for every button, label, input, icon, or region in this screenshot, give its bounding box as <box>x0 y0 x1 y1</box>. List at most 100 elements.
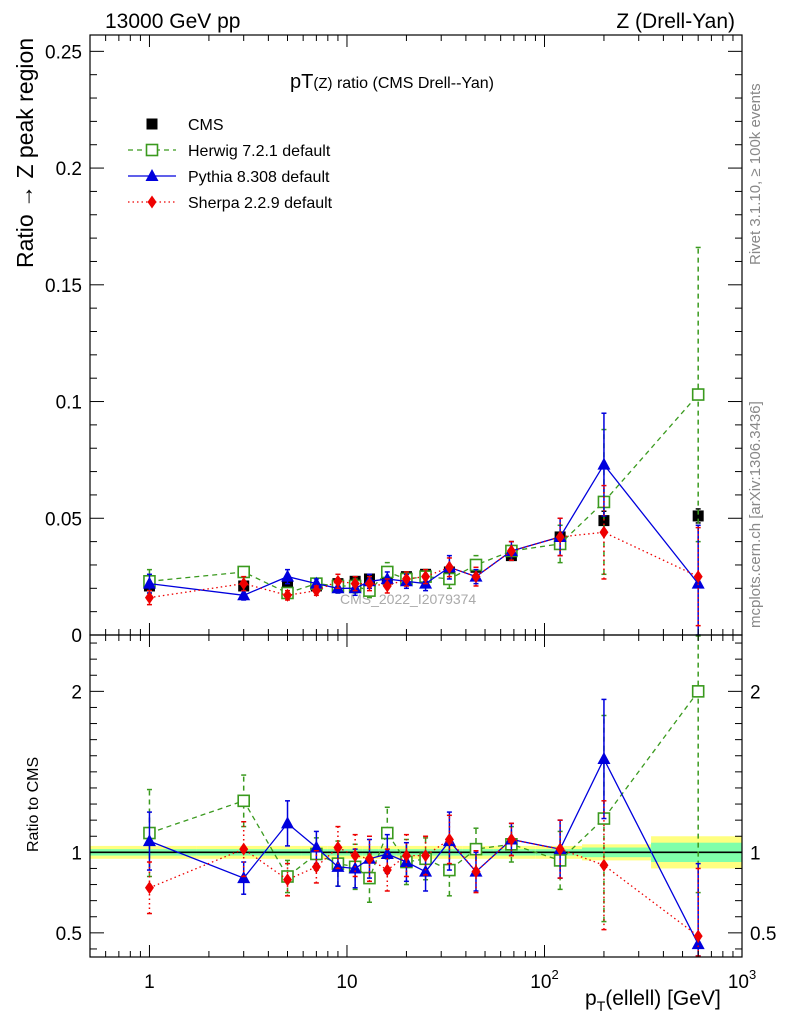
ratio-sherpa-marker <box>144 881 154 895</box>
ratio-sherpa-marker <box>555 842 565 856</box>
ratio-sherpa-marker <box>350 849 360 863</box>
ratio-sherpa-marker <box>283 873 293 887</box>
ratio-y-tick-label: 2 <box>71 682 82 703</box>
xlabel-sub: T <box>597 998 606 1014</box>
ratio-sherpa-marker <box>444 832 454 846</box>
ratio-herwig-marker <box>237 794 250 808</box>
title-rest: ratio (CMS Drell--Yan) <box>333 75 495 92</box>
main-plot-title: pT(Z) ratio (CMS Drell--Yan) <box>290 71 494 93</box>
main-y-axis-title: Ratio → Z peak region <box>12 38 38 268</box>
ratio-sherpa-marker <box>401 849 411 863</box>
legend-label-pythia: Pythia 8.308 default <box>188 169 330 186</box>
ratio-sherpa-marker <box>382 863 392 877</box>
x-tick-label-base: 1 <box>144 972 155 993</box>
x-axis-title: pT(ellell) [GeV] <box>585 987 721 1014</box>
main-herwig-marker <box>691 388 705 401</box>
x-tick-label: 10 <box>336 972 357 993</box>
main-sherpa-marker <box>333 574 343 588</box>
main-sherpa-marker <box>599 525 609 539</box>
main-pythia-marker <box>281 569 295 582</box>
ratio-frame <box>89 634 743 958</box>
main-y-tick-label: 0.05 <box>45 509 82 530</box>
x-tick-label: 103 <box>728 967 756 993</box>
main-sherpa-marker <box>401 572 411 586</box>
ratio-sherpa-marker <box>599 858 609 872</box>
ratio-y-tick-label: 0.5 <box>56 924 82 945</box>
main-pythia-marker <box>142 576 156 589</box>
ratio-sherpa-marker <box>333 841 343 855</box>
main-y-tick-label: 0.1 <box>56 393 82 414</box>
main-sherpa-marker <box>350 577 360 591</box>
legend-label-sherpa: Sherpa 2.2.9 default <box>188 195 333 212</box>
ratio-herwig-series <box>143 635 705 923</box>
ratio-pythia-marker <box>597 751 611 764</box>
ratio-herwig-marker <box>691 685 705 698</box>
ratio-y-tick-label-right: 0.5 <box>750 924 776 945</box>
main-herwig-line <box>149 394 699 594</box>
main-y-tick-label: 0.15 <box>45 276 82 297</box>
ratio-pythia-marker <box>281 816 295 829</box>
main-cms-marker <box>598 515 610 527</box>
main-sherpa-marker <box>471 570 481 584</box>
legend-marker-sherpa <box>147 195 157 209</box>
main-sherpa-marker <box>506 544 516 558</box>
main-sherpa-line <box>149 531 699 599</box>
ratio-pythia-marker <box>331 859 345 872</box>
legend-label-cms: CMS <box>188 117 224 134</box>
ratio-y-axis-title: Ratio to CMS <box>25 757 42 852</box>
x-tick-label: 102 <box>530 967 558 993</box>
analysis-watermark: CMS_2022_I2079374 <box>340 591 476 607</box>
ratio-sherpa-marker <box>471 865 481 879</box>
main-herwig-series <box>143 246 705 600</box>
main-sherpa-marker <box>239 577 249 591</box>
ratio-y-tick-label-right: 2 <box>750 682 761 703</box>
header-energy-label: 13000 GeV pp <box>105 10 240 33</box>
main-sherpa-marker <box>283 588 293 602</box>
x-tick-label-exponent: 3 <box>749 967 756 982</box>
rivet-version-label: Rivet 3.1.10, ≥ 100k events <box>747 83 764 265</box>
legend-marker-pythia <box>145 169 159 181</box>
title-sub: (Z) <box>313 75 332 92</box>
main-cms-marker <box>692 510 704 522</box>
x-tick-label-base: 10 <box>728 972 749 993</box>
x-tick-label-base: 10 <box>530 972 551 993</box>
ratio-sherpa-marker <box>311 860 321 874</box>
main-sherpa-marker <box>144 591 154 605</box>
main-pythia-marker <box>237 588 251 601</box>
main-herwig-marker <box>237 565 250 579</box>
ratio-sherpa-line <box>149 838 699 937</box>
main-sherpa-marker <box>364 577 374 591</box>
xlabel-main: p <box>585 987 597 1010</box>
mcplots-source-label: mcplots.cern.ch [arXiv:1306.3436] <box>747 401 764 628</box>
ratio-pythia-marker <box>309 840 323 853</box>
main-sherpa-marker <box>555 530 565 544</box>
ratio-series-layer <box>142 635 705 957</box>
main-pythia-marker <box>380 571 394 584</box>
ratio-sherpa-marker <box>421 849 431 863</box>
legend-marker-cms <box>146 118 158 130</box>
ratio-y-tick-label-right: 1 <box>750 843 761 864</box>
ratio-y-tick-label: 1 <box>71 843 82 864</box>
header-process-label: Z (Drell-Yan) <box>616 10 735 33</box>
main-sherpa-marker <box>311 584 321 598</box>
ratio-sherpa-series <box>144 800 703 957</box>
main-series-layer <box>142 246 705 636</box>
main-pythia-marker <box>309 576 323 589</box>
ratio-pythia-line <box>149 757 699 945</box>
ratio-sherpa-marker <box>364 852 374 866</box>
ratio-pythia-marker <box>419 864 433 877</box>
main-y-tick-label: 0.25 <box>45 42 82 63</box>
ratio-sherpa-marker <box>239 842 249 856</box>
legend-marker-herwig <box>145 143 159 157</box>
ratio-pythia-marker <box>380 846 394 859</box>
x-tick-label-exponent: 2 <box>551 967 558 982</box>
title-main: pT <box>290 71 313 93</box>
main-sherpa-series <box>144 484 703 627</box>
legend-label-herwig: Herwig 7.2.1 default <box>188 143 331 160</box>
main-sherpa-marker <box>693 570 703 584</box>
main-sherpa-marker <box>421 570 431 584</box>
main-y-tick-label: 0 <box>71 626 82 647</box>
